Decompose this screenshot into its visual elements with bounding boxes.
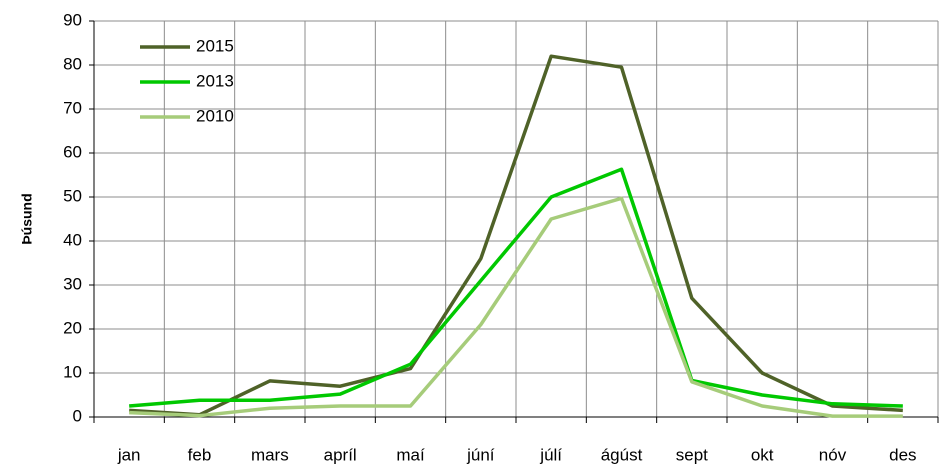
x-tick-label: des bbox=[889, 445, 916, 464]
series-line bbox=[129, 196, 903, 418]
legend-label: 2013 bbox=[196, 71, 234, 90]
y-tick-label: 70 bbox=[63, 98, 82, 117]
legend-label: 2015 bbox=[196, 36, 234, 55]
y-tick-label: 60 bbox=[63, 142, 82, 161]
y-tick-label: 40 bbox=[63, 230, 82, 249]
y-tick-label: 80 bbox=[63, 54, 82, 73]
y-tick-label: 0 bbox=[73, 406, 82, 425]
x-tick-label: mars bbox=[251, 445, 289, 464]
y-axis-label: Þúsund bbox=[19, 193, 35, 244]
x-tick-label: sept bbox=[676, 445, 708, 464]
series-line bbox=[129, 167, 903, 408]
x-tick-label: júní bbox=[466, 445, 495, 464]
legend-label: 2010 bbox=[196, 106, 234, 125]
y-tick-label: 10 bbox=[63, 362, 82, 381]
x-tick-label: ágúst bbox=[601, 445, 643, 464]
series-line bbox=[129, 54, 903, 417]
x-tick-label: apríl bbox=[324, 445, 357, 464]
x-tick-label: feb bbox=[188, 445, 212, 464]
x-tick-label: nóv bbox=[819, 445, 847, 464]
x-tick-label: okt bbox=[751, 445, 774, 464]
y-tick-label: 30 bbox=[63, 274, 82, 293]
x-tick-label: maí bbox=[396, 445, 425, 464]
y-tick-label: 20 bbox=[63, 318, 82, 337]
y-tick-label: 50 bbox=[63, 186, 82, 205]
x-tick-label: júlí bbox=[539, 445, 562, 464]
y-tick-label: 90 bbox=[63, 10, 82, 29]
x-tick-label: jan bbox=[117, 445, 141, 464]
